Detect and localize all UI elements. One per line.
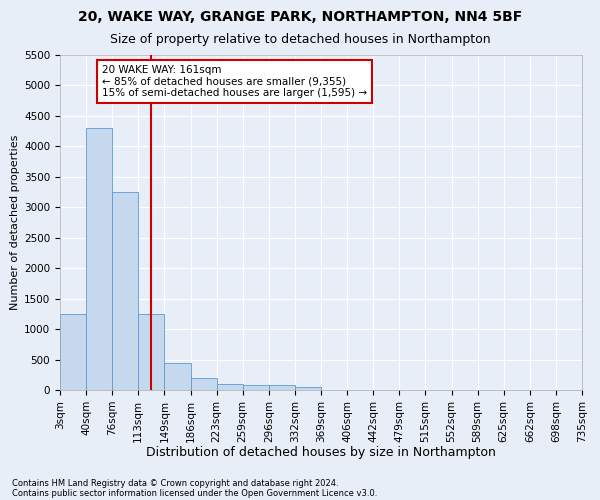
- Text: Contains public sector information licensed under the Open Government Licence v3: Contains public sector information licen…: [12, 488, 377, 498]
- Y-axis label: Number of detached properties: Number of detached properties: [10, 135, 20, 310]
- Bar: [295, 387, 321, 390]
- Bar: [269, 386, 295, 390]
- Bar: [191, 378, 217, 390]
- Bar: [60, 314, 86, 390]
- Bar: [112, 192, 139, 390]
- Text: 20, WAKE WAY, GRANGE PARK, NORTHAMPTON, NN4 5BF: 20, WAKE WAY, GRANGE PARK, NORTHAMPTON, …: [78, 10, 522, 24]
- Bar: [243, 386, 269, 390]
- Text: Size of property relative to detached houses in Northampton: Size of property relative to detached ho…: [110, 32, 490, 46]
- X-axis label: Distribution of detached houses by size in Northampton: Distribution of detached houses by size …: [146, 446, 496, 459]
- Bar: [164, 362, 191, 390]
- Text: Contains HM Land Registry data © Crown copyright and database right 2024.: Contains HM Land Registry data © Crown c…: [12, 478, 338, 488]
- Bar: [217, 384, 243, 390]
- Bar: [139, 314, 164, 390]
- Bar: [86, 128, 112, 390]
- Text: 20 WAKE WAY: 161sqm
← 85% of detached houses are smaller (9,355)
15% of semi-det: 20 WAKE WAY: 161sqm ← 85% of detached ho…: [102, 65, 367, 98]
